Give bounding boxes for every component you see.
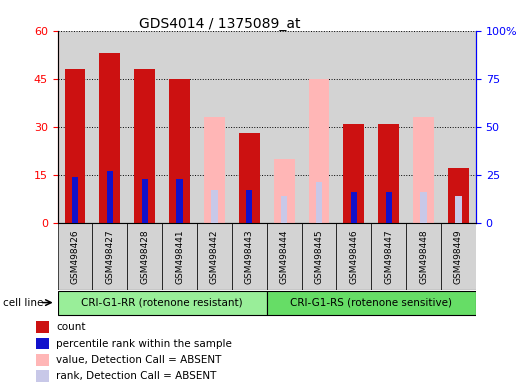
Bar bbox=[197, 31, 232, 223]
Text: GSM498428: GSM498428 bbox=[140, 229, 149, 284]
Bar bbox=[406, 223, 441, 290]
Text: value, Detection Call = ABSENT: value, Detection Call = ABSENT bbox=[56, 355, 221, 365]
Text: CRI-G1-RR (rotenone resistant): CRI-G1-RR (rotenone resistant) bbox=[81, 298, 243, 308]
Text: percentile rank within the sample: percentile rank within the sample bbox=[56, 339, 232, 349]
Bar bbox=[336, 223, 371, 290]
Bar bbox=[406, 31, 441, 223]
Bar bbox=[267, 31, 302, 223]
Bar bbox=[309, 79, 329, 223]
Bar bbox=[211, 190, 218, 223]
Bar bbox=[267, 223, 302, 290]
Bar bbox=[448, 168, 469, 223]
Bar bbox=[36, 370, 49, 382]
Bar bbox=[134, 69, 155, 223]
Bar bbox=[413, 117, 434, 223]
Bar bbox=[456, 196, 462, 223]
Bar bbox=[162, 31, 197, 223]
Bar bbox=[267, 291, 476, 316]
Text: rank, Detection Call = ABSENT: rank, Detection Call = ABSENT bbox=[56, 371, 217, 381]
Bar bbox=[58, 223, 93, 290]
Bar bbox=[93, 223, 127, 290]
Text: GSM498444: GSM498444 bbox=[280, 229, 289, 283]
Text: GSM498443: GSM498443 bbox=[245, 229, 254, 284]
Bar bbox=[302, 223, 336, 290]
Text: GSM498441: GSM498441 bbox=[175, 229, 184, 284]
Text: CRI-G1-RS (rotenone sensitive): CRI-G1-RS (rotenone sensitive) bbox=[290, 298, 452, 308]
Bar bbox=[371, 223, 406, 290]
Bar bbox=[371, 31, 406, 223]
Bar bbox=[107, 171, 113, 223]
Bar bbox=[176, 179, 183, 223]
Bar bbox=[239, 133, 260, 223]
Bar bbox=[36, 338, 49, 349]
Bar bbox=[36, 321, 49, 333]
Text: GSM498447: GSM498447 bbox=[384, 229, 393, 284]
Bar bbox=[274, 159, 294, 223]
Bar bbox=[385, 192, 392, 223]
Text: GSM498426: GSM498426 bbox=[71, 229, 79, 284]
Bar bbox=[316, 182, 322, 223]
Bar bbox=[142, 179, 148, 223]
Bar bbox=[36, 354, 49, 366]
Bar bbox=[162, 223, 197, 290]
Bar bbox=[246, 190, 253, 223]
Bar bbox=[58, 291, 267, 316]
Text: GSM498448: GSM498448 bbox=[419, 229, 428, 284]
Text: GSM498442: GSM498442 bbox=[210, 229, 219, 283]
Text: GSM498427: GSM498427 bbox=[105, 229, 115, 284]
Bar bbox=[93, 31, 127, 223]
Bar bbox=[302, 31, 336, 223]
Bar bbox=[72, 177, 78, 223]
Bar bbox=[197, 223, 232, 290]
Bar bbox=[351, 192, 357, 223]
Bar bbox=[420, 192, 427, 223]
Bar bbox=[204, 117, 225, 223]
Bar bbox=[127, 31, 162, 223]
Bar bbox=[441, 223, 476, 290]
Bar bbox=[64, 69, 85, 223]
Bar bbox=[127, 223, 162, 290]
Text: GSM498445: GSM498445 bbox=[314, 229, 324, 284]
Text: GDS4014 / 1375089_at: GDS4014 / 1375089_at bbox=[139, 17, 300, 31]
Bar bbox=[99, 53, 120, 223]
Bar bbox=[169, 79, 190, 223]
Text: count: count bbox=[56, 322, 85, 332]
Text: cell line: cell line bbox=[3, 298, 43, 308]
Bar bbox=[344, 124, 365, 223]
Bar bbox=[232, 31, 267, 223]
Text: GSM498449: GSM498449 bbox=[454, 229, 463, 284]
Text: GSM498446: GSM498446 bbox=[349, 229, 358, 284]
Bar bbox=[232, 223, 267, 290]
Bar bbox=[441, 31, 476, 223]
Bar bbox=[58, 31, 93, 223]
Bar bbox=[378, 124, 399, 223]
Bar bbox=[336, 31, 371, 223]
Bar bbox=[281, 196, 287, 223]
